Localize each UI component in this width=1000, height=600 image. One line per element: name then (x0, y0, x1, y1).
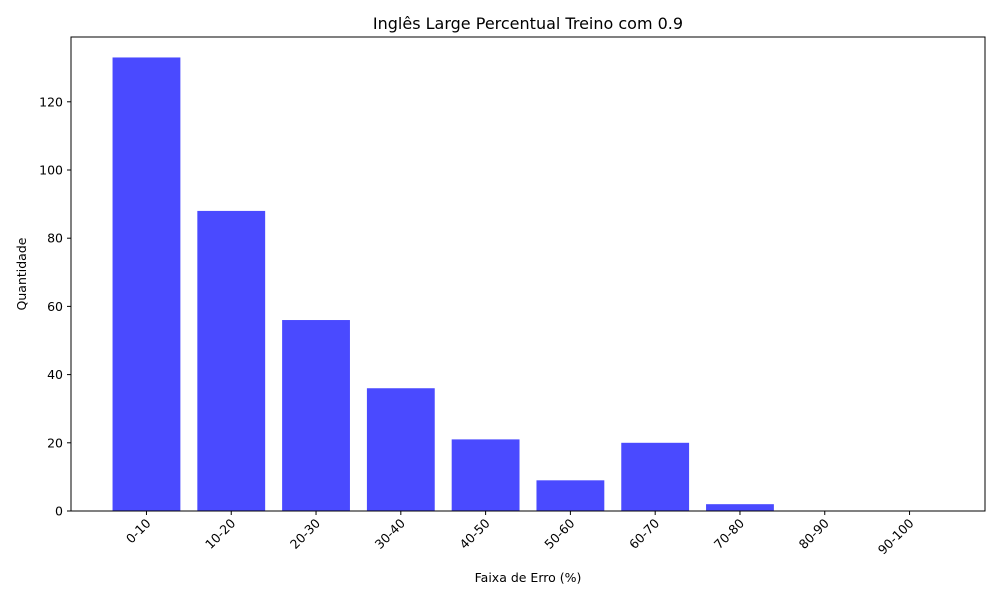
bar-10-20 (197, 210, 266, 511)
y-axis-label: Quantidade (14, 237, 29, 310)
x-tick-label: 20-30 (287, 515, 323, 551)
x-axis-label: Faixa de Erro (%) (475, 570, 582, 585)
bar-60-70 (621, 442, 690, 511)
plot-frame (70, 36, 986, 512)
x-tick-label: 80-90 (796, 515, 832, 551)
x-tick-label: 90-100 (875, 515, 917, 557)
y-tick-label: 40 (47, 367, 63, 382)
y-tick-label: 20 (47, 435, 63, 450)
bar-0-10 (112, 57, 181, 512)
bar-20-30 (282, 320, 350, 511)
y-axis: 0 20 40 60 80 100 120 (39, 94, 71, 519)
bar-30-40 (366, 388, 435, 511)
bar-70-80 (706, 504, 774, 511)
bar-50-60 (536, 480, 605, 511)
y-tick-label: 100 (39, 162, 63, 177)
y-tick-label: 0 (55, 504, 63, 519)
y-tick-label: 60 (47, 299, 63, 314)
chart-title: Inglês Large Percentual Treino com 0.9 (373, 14, 683, 33)
bar-40-50 (451, 439, 520, 511)
bars-group (112, 57, 774, 512)
x-tick-label: 30-40 (372, 515, 408, 551)
x-tick-label: 70-80 (711, 515, 747, 551)
x-tick-label: 50-60 (541, 515, 577, 551)
x-tick-label: 60-70 (626, 515, 662, 551)
x-tick-label: 10-20 (202, 515, 238, 551)
x-axis: 0-10 10-20 20-30 30-40 40-50 50-60 60-70 70-80 8… (123, 511, 917, 557)
x-tick-label: 40-50 (456, 515, 492, 551)
x-tick-label: 0-10 (123, 515, 154, 546)
y-tick-label: 120 (39, 94, 63, 109)
y-tick-label: 80 (47, 231, 63, 246)
